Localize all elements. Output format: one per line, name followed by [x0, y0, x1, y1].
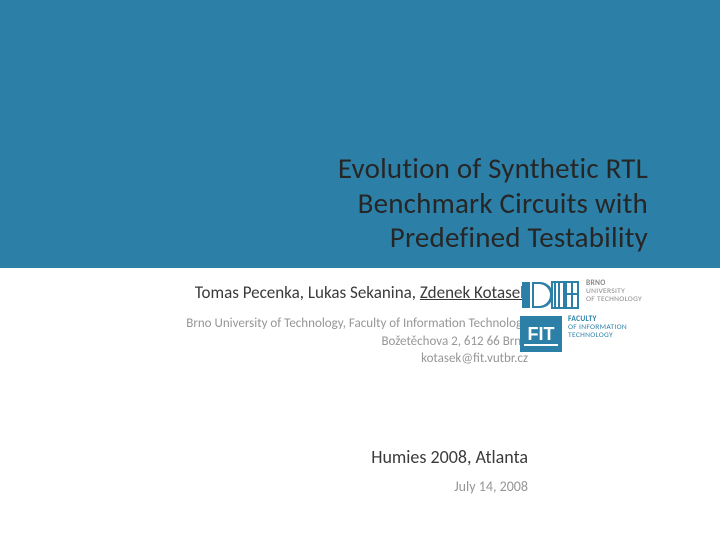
title-line-3: Predefined Testability [390, 219, 648, 255]
author-2: Lukas Sekanina [308, 282, 412, 303]
fit-logo-icon: FIT [520, 316, 562, 352]
uni-text-3: OF TECHNOLOGY [586, 295, 642, 304]
university-logo-text: BRNO UNIVERSITY OF TECHNOLOGY [586, 280, 642, 304]
author-3: Zdenek Kotasek [420, 282, 528, 303]
affil-line-1: Brno University of Technology, Faculty o… [186, 316, 528, 331]
venue: Humies 2008, Atlanta [40, 446, 528, 468]
author-1: Tomas Pecenka [195, 282, 300, 303]
title-line-2: Benchmark Circuits with [358, 185, 648, 221]
title-line-1: Evolution of Synthetic RTL [338, 150, 648, 186]
brno-university-logo-icon [520, 280, 580, 310]
affil-line-3: kotasek@fit.vutbr.cz [421, 351, 528, 366]
fac-text-3: TECHNOLOGY [568, 331, 613, 340]
faculty-logo-text: FACULTY OF INFORMATION TECHNOLOGY [568, 316, 627, 340]
affiliation: Brno University of Technology, Faculty o… [40, 315, 528, 368]
lower-content: Tomas Pecenka, Lukas Sekanina, Zdenek Ko… [40, 282, 528, 495]
affil-line-2: Božetěchova 2, 612 66 Brno [381, 334, 528, 349]
institution-logos: BRNO UNIVERSITY OF TECHNOLOGY FIT FACULT… [520, 280, 680, 358]
faculty-logo-row: FIT FACULTY OF INFORMATION TECHNOLOGY [520, 316, 680, 352]
header-band: Evolution of Synthetic RTL Benchmark Cir… [0, 0, 720, 268]
slide-title: Evolution of Synthetic RTL Benchmark Cir… [338, 151, 648, 254]
university-logo-row: BRNO UNIVERSITY OF TECHNOLOGY [520, 280, 680, 310]
authors: Tomas Pecenka, Lukas Sekanina, Zdenek Ko… [40, 282, 528, 303]
date: July 14, 2008 [40, 478, 528, 495]
svg-text:FIT: FIT [528, 324, 555, 344]
